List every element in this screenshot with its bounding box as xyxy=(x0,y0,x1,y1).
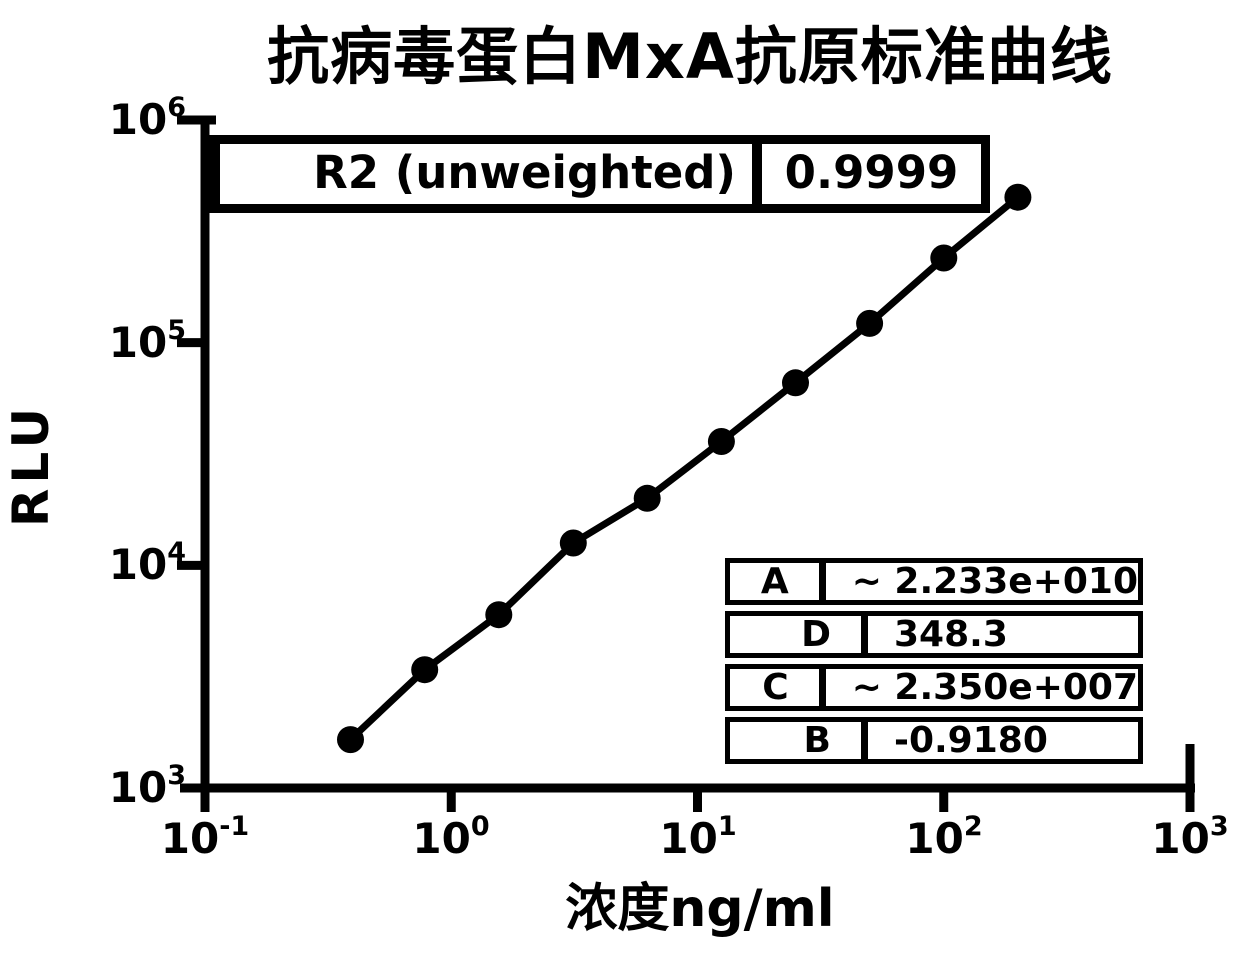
table-row: B -0.9180 xyxy=(725,717,1143,764)
y-tick-label: 106 xyxy=(108,92,186,144)
data-point xyxy=(411,656,439,684)
x-tick-label: 102 xyxy=(905,811,983,863)
data-point xyxy=(1004,183,1032,211)
data-point xyxy=(856,309,884,337)
data-point xyxy=(633,484,661,512)
x-tick-label: 100 xyxy=(412,811,490,863)
param-value: -0.9180 xyxy=(894,720,1048,761)
param-label: A xyxy=(730,561,826,602)
x-axis-label: 浓度ng/ml xyxy=(565,879,835,939)
data-point xyxy=(782,369,809,397)
y-tick-label: 104 xyxy=(108,537,186,589)
param-label: D xyxy=(730,614,868,655)
fit-parameters-table: A ~ 2.233e+010 D 348.3 C ~ 2.350e+007 B … xyxy=(725,558,1143,770)
chart-title: 抗病毒蛋白MxA抗原标准曲线 xyxy=(267,20,1113,93)
data-point xyxy=(485,601,513,629)
data-point xyxy=(930,244,958,272)
x-tick-label: 103 xyxy=(1151,811,1229,863)
curve-line xyxy=(348,194,1021,743)
table-row: C ~ 2.350e+007 xyxy=(725,664,1143,711)
param-value: ~ 2.233e+010 xyxy=(851,561,1138,602)
param-value: ~ 2.350e+007 xyxy=(851,667,1138,708)
y-tick-label: 103 xyxy=(108,760,186,812)
x-tick-label: 101 xyxy=(659,811,737,863)
param-value: 348.3 xyxy=(894,614,1008,655)
r2-value: 0.9999 xyxy=(784,146,959,199)
x-tick-label: 10-1 xyxy=(160,811,250,863)
data-point xyxy=(337,726,364,754)
r2-box: R2 (unweighted) 0.9999 xyxy=(205,135,990,213)
param-label: C xyxy=(730,667,826,708)
r2-divider xyxy=(752,144,762,204)
data-point xyxy=(707,428,735,455)
param-label: B xyxy=(730,720,868,761)
table-row: D 348.3 xyxy=(725,611,1143,658)
y-tick-label: 105 xyxy=(108,315,186,367)
table-row: A ~ 2.233e+010 xyxy=(725,558,1143,605)
data-point xyxy=(559,529,587,557)
r2-label: R2 (unweighted) xyxy=(313,146,736,199)
